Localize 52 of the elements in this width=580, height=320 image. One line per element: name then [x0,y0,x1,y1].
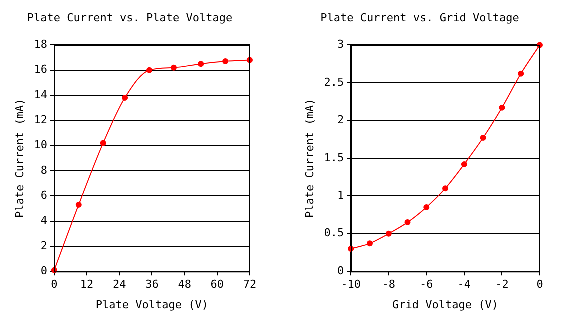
y-tick-label: 2 [40,239,48,252]
point [170,64,177,71]
y-tick-label: 0.5 [324,226,344,240]
point [100,140,106,146]
y-axis-title: Plate Current (mA) [303,98,316,218]
x-tick-label: 24 [113,278,127,292]
point [480,135,486,142]
point [386,230,392,237]
y-tick-label: 10 [34,138,48,152]
x-tick-label: -8 [382,278,396,292]
y-tick-label: 12 [34,114,48,127]
x-tick-label: -10 [341,278,362,292]
y-tick-label: 8 [40,164,48,177]
point [366,240,373,247]
point [461,161,468,168]
x-axis-title: Grid Voltage (V) [392,298,499,312]
point [122,95,128,102]
y-tick-label: 16 [34,63,48,76]
y-tick-label: 1 [337,188,344,202]
x-axis-title: Plate Voltage (V) [96,298,209,312]
x-tick-label: -6 [420,278,434,292]
x-tick-label: 60 [210,278,224,292]
point [424,204,430,210]
point [198,61,204,68]
y-tick-label: 0 [40,264,48,278]
y-tick-label: 3 [337,38,344,52]
point [76,202,82,208]
y-tick-label: 6 [40,188,48,202]
y-tick-label: 2.5 [324,76,344,89]
x-tick-label: 48 [178,278,192,292]
x-tick-label: -2 [496,278,509,292]
y-tick-label: 14 [34,88,48,102]
x-tick-label: 36 [146,278,159,292]
x-tick-label: -4 [458,278,472,292]
point [499,104,506,111]
y-tick-label: 4 [40,214,48,228]
y-tick-label: 2 [337,114,344,127]
x-tick-label: 0 [536,278,544,292]
chart-title: Plate Current vs. Grid Voltage [320,11,520,24]
y-tick-label: 18 [34,38,48,52]
point [146,67,153,74]
x-tick-label: 12 [80,278,94,292]
x-tick-label: 0 [51,278,58,292]
point [518,70,524,77]
point [442,186,449,192]
chart-title: Plate Current vs. Plate Voltage [27,11,233,24]
point [222,58,229,65]
y-tick-label: 0 [337,264,344,278]
y-axis-title: Plate Current (mA) [13,98,26,218]
point [404,220,411,226]
x-tick-label: 72 [243,278,257,292]
y-tick-label: 1.5 [324,151,344,164]
